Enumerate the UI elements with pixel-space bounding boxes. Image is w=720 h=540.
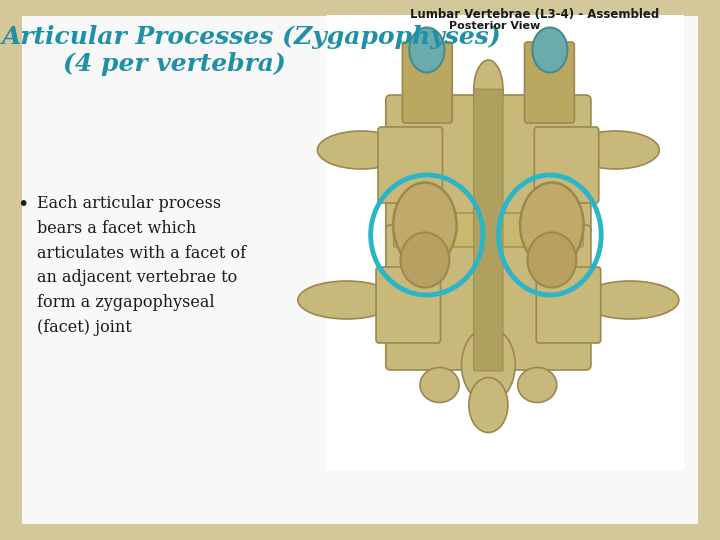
Ellipse shape bbox=[469, 377, 508, 433]
Ellipse shape bbox=[318, 131, 405, 169]
FancyBboxPatch shape bbox=[534, 127, 599, 203]
Ellipse shape bbox=[528, 233, 576, 287]
FancyBboxPatch shape bbox=[327, 15, 684, 470]
Ellipse shape bbox=[409, 28, 444, 72]
FancyBboxPatch shape bbox=[386, 225, 591, 370]
Ellipse shape bbox=[520, 183, 584, 267]
Text: Posterior View: Posterior View bbox=[449, 21, 541, 31]
FancyBboxPatch shape bbox=[402, 42, 452, 123]
Text: •: • bbox=[17, 195, 29, 214]
FancyBboxPatch shape bbox=[536, 267, 600, 343]
FancyBboxPatch shape bbox=[376, 267, 441, 343]
Text: Lumbar Vertebrae (L3-4) - Assembled: Lumbar Vertebrae (L3-4) - Assembled bbox=[410, 8, 660, 21]
Ellipse shape bbox=[474, 60, 503, 120]
Ellipse shape bbox=[572, 131, 660, 169]
FancyBboxPatch shape bbox=[378, 127, 443, 203]
Ellipse shape bbox=[400, 233, 449, 287]
Ellipse shape bbox=[393, 183, 456, 267]
FancyBboxPatch shape bbox=[394, 213, 583, 247]
FancyBboxPatch shape bbox=[474, 89, 503, 371]
FancyBboxPatch shape bbox=[386, 95, 591, 235]
Text: Articular Processes (Zygapophyses): Articular Processes (Zygapophyses) bbox=[2, 25, 502, 49]
Text: Each articular process
bears a facet which
articulates with a facet of
an adjace: Each articular process bears a facet whi… bbox=[37, 195, 246, 336]
Ellipse shape bbox=[420, 368, 459, 402]
Ellipse shape bbox=[518, 368, 557, 402]
Ellipse shape bbox=[532, 28, 567, 72]
Ellipse shape bbox=[581, 281, 679, 319]
Text: (4 per vertebra): (4 per vertebra) bbox=[63, 52, 287, 76]
Ellipse shape bbox=[462, 327, 516, 402]
FancyBboxPatch shape bbox=[524, 42, 575, 123]
Ellipse shape bbox=[298, 281, 395, 319]
